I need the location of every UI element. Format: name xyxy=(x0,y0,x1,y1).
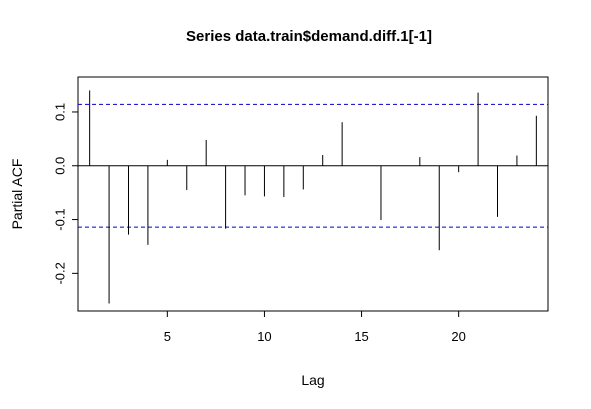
x-tick-label-15: 15 xyxy=(354,329,368,344)
y-tick-label-2: 0.0 xyxy=(53,157,68,175)
x-tick-label-10: 10 xyxy=(257,329,271,344)
x-axis-label: Lag xyxy=(301,372,324,388)
y-tick-label-3: 0.1 xyxy=(53,103,68,121)
x-tick-label-20: 20 xyxy=(451,329,465,344)
chart-title: Series data.train$demand.diff.1[-1] xyxy=(186,28,432,45)
plot-frame xyxy=(77,76,549,312)
y-tick-label-0: -0.2 xyxy=(53,262,68,284)
y-tick-label-1: -0.1 xyxy=(53,208,68,230)
x-tick-label-5: 5 xyxy=(164,329,171,344)
y-axis-label: Partial ACF xyxy=(9,159,25,230)
